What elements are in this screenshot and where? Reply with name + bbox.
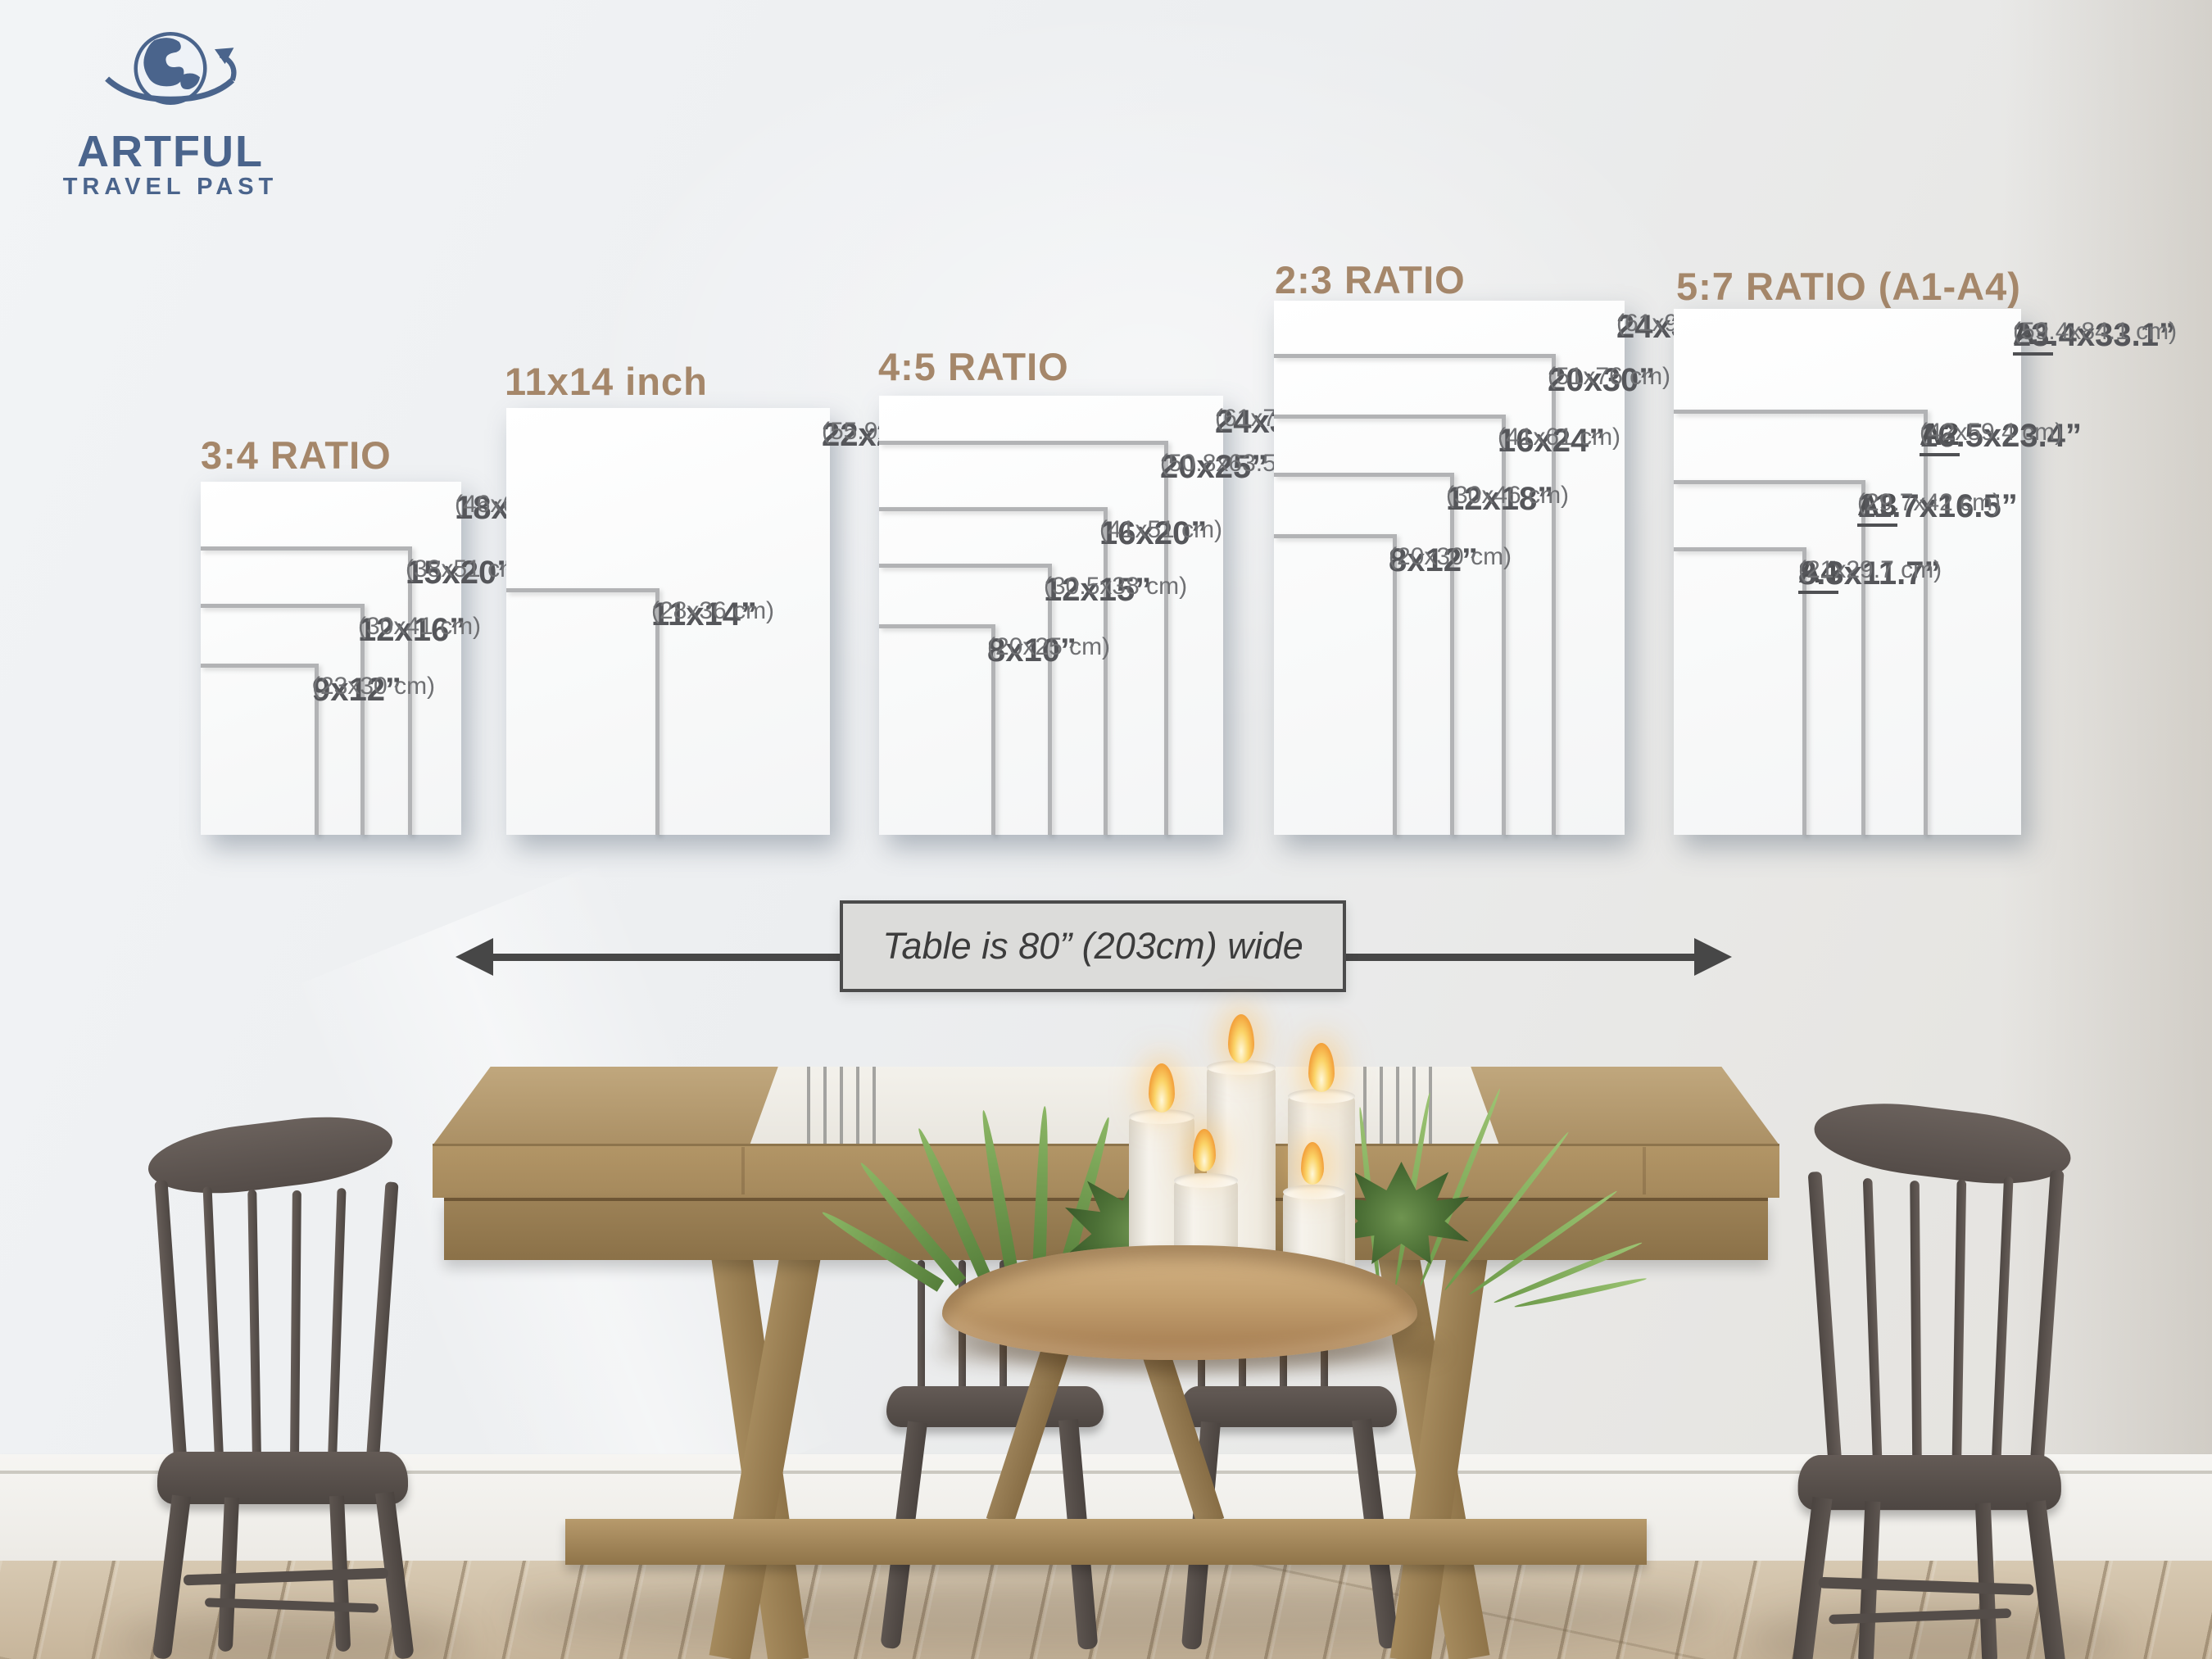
ratio-title: 2:3 RATIO [1275, 258, 1466, 301]
table-stretcher [565, 1519, 1647, 1565]
candle-flame [1301, 1142, 1324, 1185]
runner-stripes [807, 1067, 886, 1145]
poster-rect-8x10 [879, 624, 995, 835]
poster-rect-15x20 [201, 546, 412, 835]
poster-rect-18x24 [201, 482, 461, 835]
poster-rect-20x25 [879, 441, 1168, 835]
poster-rect-11x14 [506, 588, 660, 835]
poster-rect-16x24 [1274, 415, 1506, 835]
candle-flame [1308, 1043, 1335, 1092]
poster-rect-24x36 [1274, 301, 1625, 835]
poster-rect-9x12 [201, 664, 319, 835]
poster-rect-20x30 [1274, 354, 1556, 835]
ratio-title: 5:7 RATIO (A1-A4) [1676, 265, 2021, 308]
wall-shadow-right [1999, 0, 2212, 1561]
ratio-title: 11x14 inch [505, 360, 708, 403]
ratio-title: 3:4 RATIO [201, 433, 392, 477]
poster-rect-16x20 [879, 507, 1108, 835]
poster-rect-12x15 [879, 564, 1052, 835]
brand-logo: ARTFUL TRAVEL PAST [48, 13, 293, 202]
poster-rect-22x28 [506, 408, 830, 835]
runner-stripes [1363, 1067, 1442, 1145]
baseboard-groove [0, 1471, 2212, 1474]
table-edge [433, 1144, 1779, 1198]
ratio-title: 4:5 RATIO [878, 345, 1069, 388]
poster-rect-a2 [1674, 410, 1928, 835]
poster-rect-a1 [1674, 309, 2021, 835]
globe-orbit-icon [105, 31, 237, 106]
poster-rect-a3 [1674, 480, 1865, 835]
brand-name: ARTFUL [77, 127, 264, 176]
table-runner [750, 1067, 1499, 1145]
table-shadow [508, 1577, 1720, 1655]
poster-rect-12x16 [201, 604, 365, 835]
poster-rect-8x12 [1274, 534, 1397, 835]
brand-tagline: TRAVEL PAST [62, 174, 279, 200]
table-width-label: Table is 80” (203cm) wide [840, 900, 1346, 992]
candle-flame [1149, 1063, 1175, 1113]
candle-flame [1193, 1129, 1216, 1172]
arrow-right-icon [1694, 938, 1732, 976]
candle-flame [1228, 1014, 1254, 1063]
poster-rect-12x18 [1274, 473, 1454, 835]
arrow-left-icon [456, 938, 493, 976]
wooden-bowl [942, 1245, 1417, 1360]
poster-rect-a4 [1674, 547, 1806, 835]
